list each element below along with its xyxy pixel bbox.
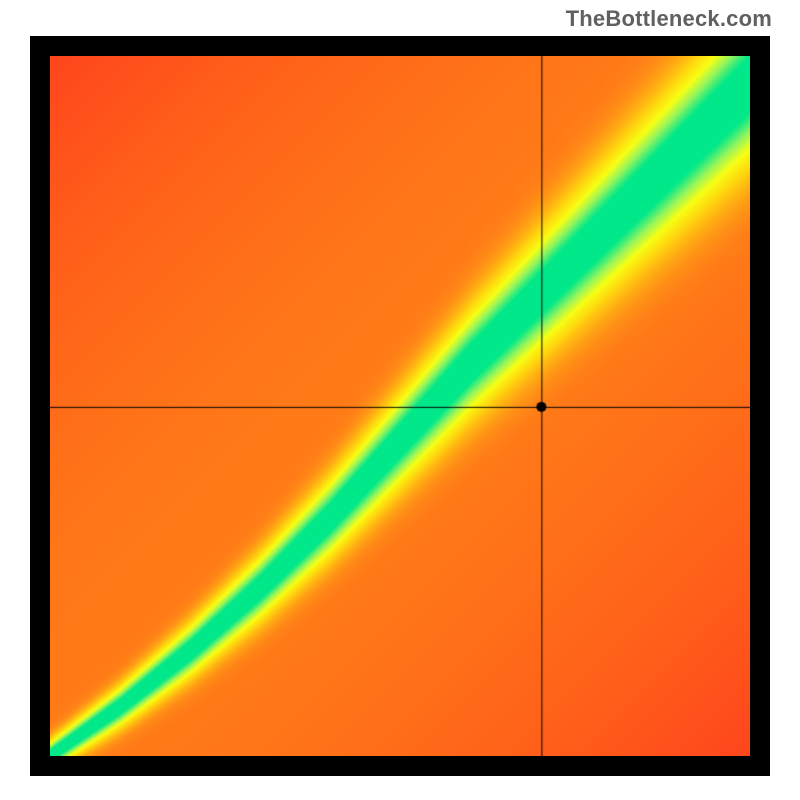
crosshair-overlay — [50, 56, 750, 756]
plot-border — [30, 36, 770, 776]
container: TheBottleneck.com — [0, 0, 800, 800]
attribution-text: TheBottleneck.com — [566, 6, 772, 32]
